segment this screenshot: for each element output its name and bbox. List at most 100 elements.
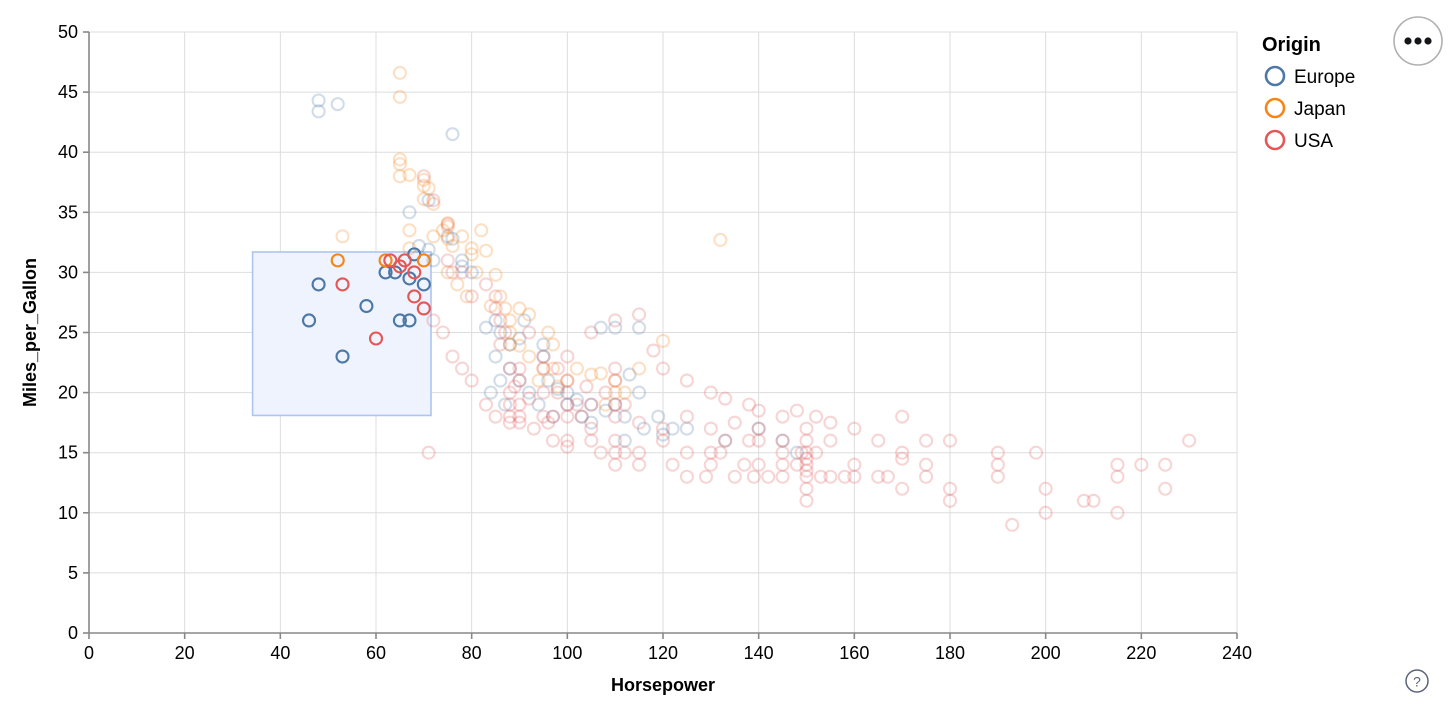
- data-point-usa[interactable]: [837, 469, 852, 484]
- data-point-europe[interactable]: [522, 385, 537, 400]
- data-point-japan[interactable]: [598, 397, 613, 412]
- data-point-usa[interactable]: [1086, 493, 1101, 508]
- data-point-usa[interactable]: [440, 253, 455, 268]
- data-point-japan[interactable]: [426, 229, 441, 244]
- data-point-japan[interactable]: [416, 172, 431, 187]
- data-point-europe[interactable]: [622, 367, 637, 382]
- data-point-usa[interactable]: [560, 349, 575, 364]
- data-point-selected-usa[interactable]: [335, 277, 350, 292]
- data-point-usa[interactable]: [1134, 457, 1149, 472]
- data-point-europe[interactable]: [512, 373, 527, 388]
- data-point-usa[interactable]: [421, 445, 436, 460]
- data-point-usa[interactable]: [847, 457, 862, 472]
- data-point-japan[interactable]: [536, 361, 551, 376]
- data-point-usa[interactable]: [584, 397, 599, 412]
- data-point-usa[interactable]: [895, 481, 910, 496]
- data-point-usa[interactable]: [560, 439, 575, 454]
- data-point-europe[interactable]: [608, 397, 623, 412]
- data-point-usa[interactable]: [794, 445, 809, 460]
- data-point-japan[interactable]: [584, 367, 599, 382]
- data-point-usa[interactable]: [435, 325, 451, 340]
- data-point-europe[interactable]: [560, 385, 575, 400]
- data-point-usa[interactable]: [665, 457, 680, 472]
- data-point-europe[interactable]: [617, 409, 632, 424]
- data-point-usa[interactable]: [426, 193, 441, 208]
- data-point-japan[interactable]: [440, 231, 455, 246]
- data-point-japan[interactable]: [512, 301, 527, 316]
- data-point-japan[interactable]: [416, 178, 431, 193]
- data-point-europe[interactable]: [512, 331, 527, 346]
- data-point-selected-japan[interactable]: [378, 253, 393, 268]
- data-point-europe[interactable]: [593, 320, 608, 335]
- data-point-usa[interactable]: [799, 481, 814, 496]
- legend[interactable]: Origin Europe Japan USA: [1262, 34, 1355, 152]
- data-point-japan[interactable]: [402, 167, 417, 183]
- data-point-usa[interactable]: [608, 373, 623, 388]
- data-point-usa[interactable]: [426, 313, 441, 328]
- data-point-usa[interactable]: [560, 409, 575, 424]
- data-point-europe[interactable]: [311, 93, 326, 108]
- data-point-usa[interactable]: [498, 325, 513, 340]
- data-point-selected-europe[interactable]: [359, 299, 374, 314]
- data-point-usa[interactable]: [737, 457, 752, 472]
- data-point-usa[interactable]: [742, 433, 757, 448]
- data-point-usa[interactable]: [445, 265, 460, 280]
- data-point-usa[interactable]: [512, 397, 527, 412]
- data-point-usa[interactable]: [632, 415, 647, 430]
- data-point-japan[interactable]: [569, 361, 584, 376]
- data-point-selected-europe[interactable]: [392, 313, 407, 328]
- data-point-usa[interactable]: [507, 379, 522, 394]
- data-point-europe[interactable]: [464, 265, 479, 280]
- data-point-usa[interactable]: [679, 409, 694, 424]
- data-point-europe[interactable]: [718, 433, 733, 448]
- data-point-usa[interactable]: [478, 397, 494, 412]
- data-point-usa[interactable]: [502, 385, 517, 400]
- data-point-usa[interactable]: [1076, 493, 1091, 508]
- data-point-japan[interactable]: [392, 169, 407, 184]
- data-point-japan[interactable]: [502, 337, 517, 352]
- data-point-europe[interactable]: [632, 385, 647, 400]
- data-point-japan[interactable]: [464, 247, 479, 262]
- data-point-usa[interactable]: [823, 415, 838, 430]
- data-point-japan[interactable]: [608, 373, 623, 388]
- data-point-usa[interactable]: [727, 415, 742, 430]
- data-point-europe[interactable]: [517, 313, 532, 328]
- data-point-usa[interactable]: [919, 457, 934, 472]
- data-point-usa[interactable]: [871, 469, 886, 484]
- data-point-europe[interactable]: [498, 397, 513, 412]
- data-point-usa[interactable]: [847, 421, 862, 436]
- data-point-selected-usa[interactable]: [368, 331, 384, 346]
- data-point-europe[interactable]: [488, 349, 503, 364]
- data-point-usa[interactable]: [445, 349, 460, 364]
- data-point-usa[interactable]: [799, 421, 814, 436]
- data-point-usa[interactable]: [799, 433, 814, 448]
- legend-item-usa[interactable]: USA: [1264, 129, 1333, 152]
- data-point-japan[interactable]: [435, 223, 451, 238]
- data-point-usa[interactable]: [1110, 457, 1125, 472]
- data-point-usa[interactable]: [493, 337, 508, 352]
- data-point-europe[interactable]: [679, 421, 694, 436]
- data-point-selected-europe[interactable]: [311, 277, 326, 292]
- data-point-usa[interactable]: [895, 409, 910, 424]
- data-point-japan[interactable]: [512, 338, 527, 353]
- data-point-japan[interactable]: [426, 196, 441, 211]
- data-point-usa[interactable]: [502, 361, 517, 376]
- data-point-usa[interactable]: [799, 445, 814, 460]
- data-point-usa[interactable]: [550, 385, 565, 400]
- data-point-japan[interactable]: [450, 277, 465, 292]
- data-point-usa[interactable]: [632, 457, 647, 472]
- data-point-europe[interactable]: [536, 337, 551, 352]
- data-point-europe[interactable]: [569, 392, 584, 407]
- data-point-usa[interactable]: [799, 457, 814, 472]
- data-point-usa[interactable]: [799, 463, 814, 478]
- data-point-usa[interactable]: [919, 433, 934, 448]
- data-point-europe[interactable]: [483, 385, 498, 400]
- data-point-usa[interactable]: [493, 313, 508, 328]
- data-point-europe[interactable]: [455, 259, 470, 274]
- data-point-selected-usa[interactable]: [407, 289, 422, 304]
- data-point-usa[interactable]: [541, 415, 556, 430]
- data-point-usa[interactable]: [679, 445, 694, 460]
- data-point-usa[interactable]: [522, 325, 537, 340]
- data-point-usa[interactable]: [560, 433, 575, 448]
